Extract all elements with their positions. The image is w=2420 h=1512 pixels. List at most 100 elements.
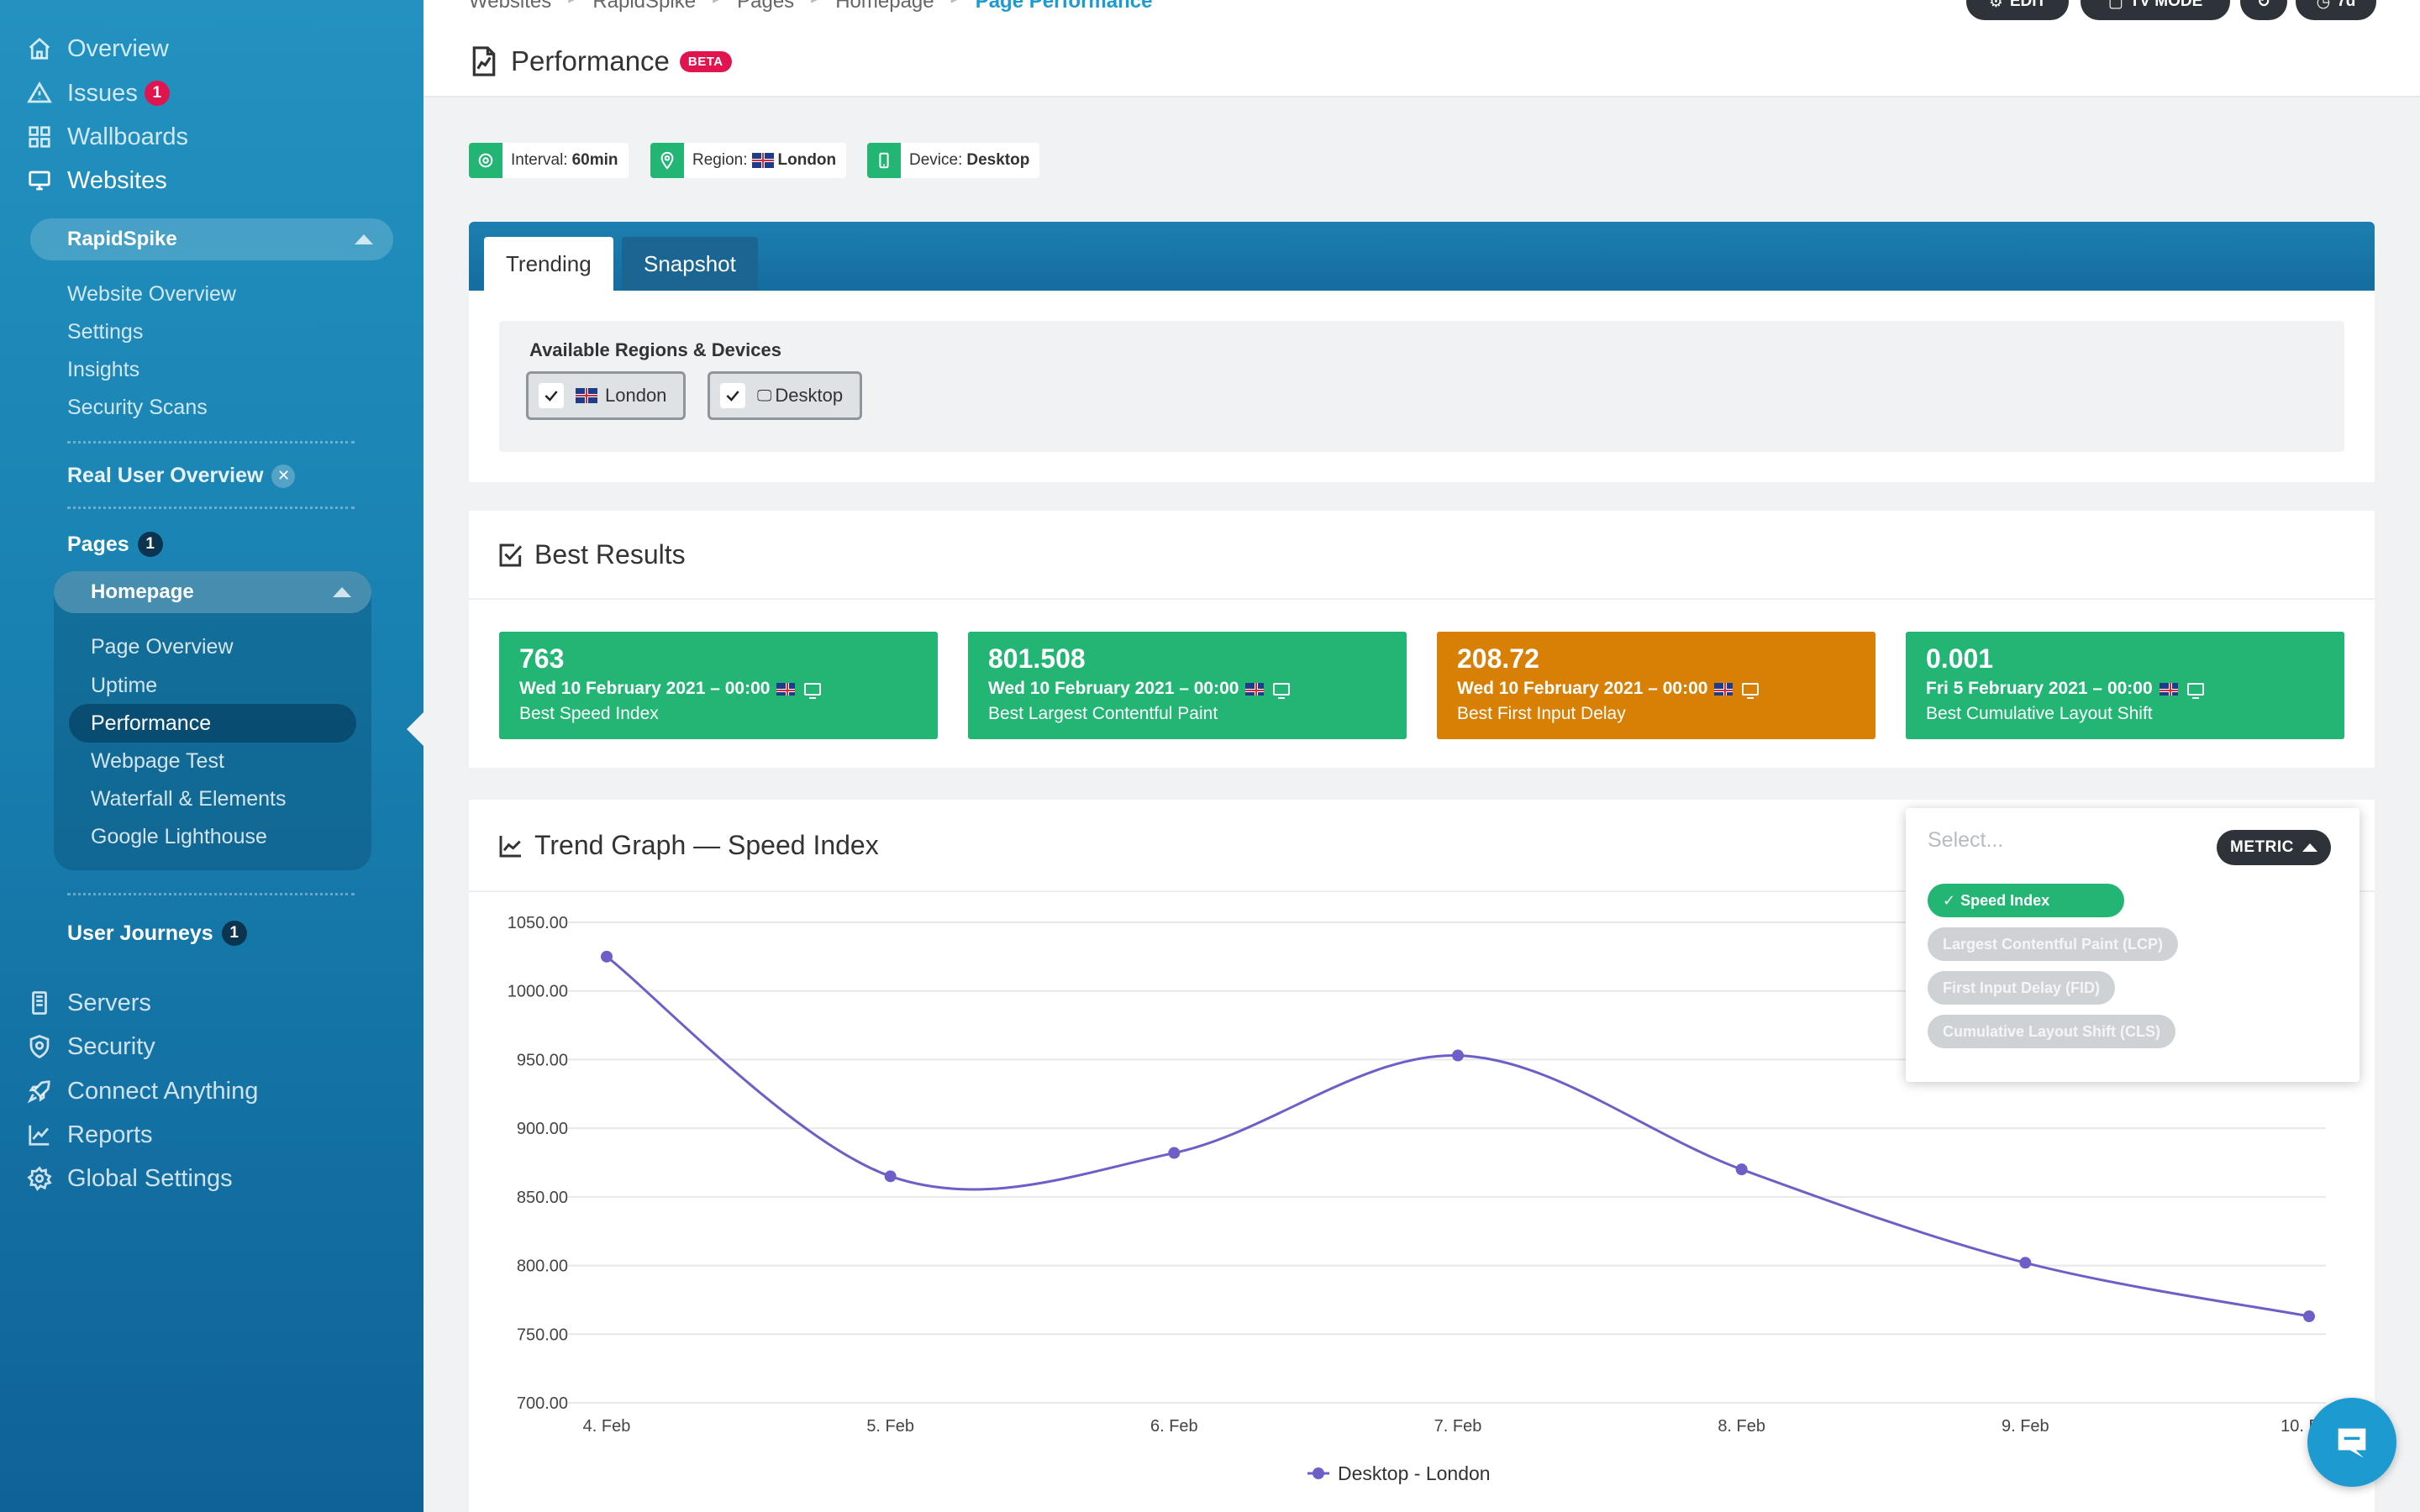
monitor-icon: 🖵 [757,386,772,404]
tab-trending[interactable]: Trending [484,237,613,291]
nav-overview[interactable]: Overview [25,28,169,70]
sidebar: Overview Issues 1 Wallboards Websites Ra… [0,0,424,1512]
refresh-button[interactable]: ↻ [2240,0,2287,20]
best-fid-card: 208.72 Wed 10 February 2021 – 00:00 Best… [1437,632,1876,739]
metric-select-input[interactable]: Select... [1928,828,2004,852]
time-range-label: 7d [2337,0,2356,10]
site-selector-label: RapidSpike [67,228,177,250]
edit-button[interactable]: ⚙ EDIT [1966,0,2069,20]
breadcrumb-homepage[interactable]: Homepage [835,0,934,13]
sidebar-item-pages[interactable]: Pages 1 [67,532,163,557]
region-toggle[interactable]: London [526,371,687,420]
nav-connect-label: Connect Anything [67,1077,259,1105]
site-selector[interactable]: RapidSpike [30,218,393,260]
chevron-right-icon: ▸ [568,0,576,13]
time-range-button[interactable]: ◷ 7d [2296,0,2376,20]
card-date-text: Wed 10 February 2021 – 00:00 [988,679,1239,698]
monitor-icon [25,166,54,195]
available-title: Available Regions & Devices [529,339,781,360]
card-label: Best Speed Index [519,704,659,723]
trend-title-text: Trend Graph — Speed Index [534,830,879,860]
y-tick-label: 750.00 [517,1326,568,1344]
metric-option-fid[interactable]: First Input Delay (FID) [1928,971,2116,1005]
sidebar-item-security-scans[interactable]: Security Scans [67,396,208,419]
divider [67,893,355,895]
sidebar-item-waterfall[interactable]: Waterfall & Elements [91,787,287,811]
sidebar-item-website-overview[interactable]: Website Overview [67,282,236,306]
y-tick-label: 850.00 [517,1189,568,1207]
clock-icon: ◷ [2316,0,2331,11]
sidebar-item-real-user[interactable]: Real User Overview ✕ [67,464,296,488]
interval-chip: Interval: 60min [469,143,629,178]
best-lcp-card: 801.508 Wed 10 February 2021 – 00:00 Bes… [968,632,1407,739]
nav-websites[interactable]: Websites [25,160,167,202]
breadcrumb-current: Page Performance [975,0,1153,13]
card-label: Best First Input Delay [1457,704,1626,723]
sidebar-item-page-overview[interactable]: Page Overview [91,635,234,659]
card-date-text: Wed 10 February 2021 – 00:00 [1457,679,1708,698]
chevron-right-icon: ▸ [713,0,720,13]
y-tick-label: 700.00 [517,1394,568,1413]
y-tick-label: 900.00 [517,1120,568,1138]
active-pointer [407,711,425,748]
card-label: Best Cumulative Layout Shift [1926,704,2153,723]
monitor-icon [2186,682,2204,699]
page-title: Performance BETA [469,45,732,77]
nav-issues-label: Issues [67,79,138,107]
close-icon[interactable]: ✕ [271,464,296,488]
sidebar-item-user-journeys[interactable]: User Journeys 1 [67,921,247,946]
gear-icon: ⚙ [1988,0,2003,11]
sidebar-item-insights[interactable]: Insights [67,358,140,381]
divider [469,598,2375,600]
available-regions-devices: Available Regions & Devices London 🖵 Des… [499,321,2344,452]
sidebar-item-uptime[interactable]: Uptime [91,674,158,697]
page-selector[interactable]: Homepage [54,571,371,613]
tab-snapshot[interactable]: Snapshot [622,237,758,291]
metric-option-lcp[interactable]: Largest Contentful Paint (LCP) [1928,927,2178,961]
uk-flag-icon [576,388,597,403]
shield-icon [25,1032,54,1061]
sidebar-item-performance[interactable]: Performance [69,704,356,743]
card-date-text: Fri 5 February 2021 – 00:00 [1926,679,2153,698]
nav-issues[interactable]: Issues 1 [25,72,170,114]
metric-option-speed-index[interactable]: ✓ Speed Index [1928,884,2124,917]
card-value: 763 [519,643,565,674]
sidebar-item-lighthouse[interactable]: Google Lighthouse [91,825,267,848]
best-results-title-text: Best Results [534,539,686,570]
y-tick-label: 950.00 [517,1051,568,1069]
sidebar-item-settings[interactable]: Settings [67,320,144,344]
gear-icon [25,1164,54,1193]
nav-security[interactable]: Security [25,1026,155,1068]
nav-overview-label: Overview [67,34,169,62]
best-speed-index-card: 763 Wed 10 February 2021 – 00:00 Best Sp… [499,632,938,739]
nav-connect-anything[interactable]: Connect Anything [25,1070,258,1112]
device-toggle-label: Desktop [775,385,844,406]
nav-wallboards-label: Wallboards [67,123,188,150]
x-tick-label: 7. Feb [1434,1417,1482,1436]
beta-badge: BETA [679,50,732,72]
breadcrumb-pages[interactable]: Pages [737,0,795,13]
nav-reports[interactable]: Reports [25,1114,153,1156]
x-tick-label: 9. Feb [2002,1417,2049,1436]
breadcrumb-websites[interactable]: Websites [469,0,552,13]
metric-button[interactable]: METRIC [2217,830,2331,865]
nav-global-settings[interactable]: Global Settings [25,1158,233,1200]
home-icon [25,34,54,63]
monitor-icon [804,682,822,699]
tv-mode-button[interactable]: ▢ TV MODE [2081,0,2230,20]
card-date: Wed 10 February 2021 – 00:00 [1457,675,1855,702]
x-tick-label: 8. Feb [1718,1417,1765,1436]
chat-button[interactable] [2307,1398,2396,1487]
device-toggle[interactable]: 🖵 Desktop [708,371,863,420]
rocket-icon [25,1077,54,1105]
uk-flag-icon [2159,682,2178,696]
sidebar-item-webpage-test[interactable]: Webpage Test [91,749,224,773]
nav-servers[interactable]: Servers [25,982,151,1024]
divider [469,890,2375,892]
breadcrumb-rapidspike[interactable]: RapidSpike [592,0,697,13]
top-bar: Websites ▸ RapidSpike ▸ Pages ▸ Homepage ▸ P… [424,0,2420,97]
metric-option-cls[interactable]: Cumulative Layout Shift (CLS) [1928,1015,2176,1048]
card-date-text: Wed 10 February 2021 – 00:00 [519,679,771,698]
nav-wallboards[interactable]: Wallboards [25,116,188,158]
best-cls-card: 0.001 Fri 5 February 2021 – 00:00 Best C… [1906,632,2344,739]
